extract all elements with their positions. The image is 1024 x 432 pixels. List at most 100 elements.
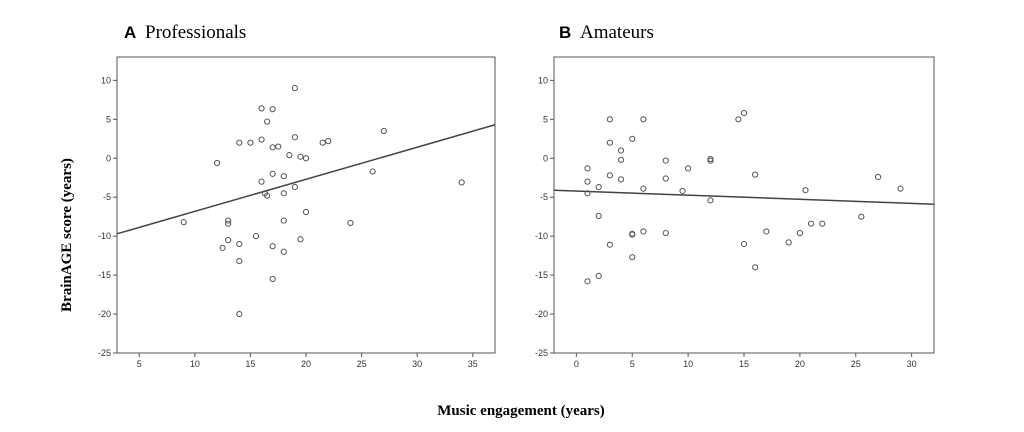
panel-b-point	[617, 176, 625, 183]
panel-a-x-tick-label: 5	[137, 359, 142, 369]
panel-a-point	[280, 190, 287, 197]
panel-b-point	[595, 272, 602, 279]
panel-b-point	[606, 241, 613, 248]
panel-a-point	[380, 127, 387, 135]
panel-a-point	[269, 144, 276, 151]
panel-a-x-tick-label: 30	[412, 359, 422, 369]
panel-a-y-tick-label: 10	[101, 75, 111, 85]
panel-a-y-tick-label: 5	[106, 114, 111, 124]
panels: A Professionals 10 5 0 -5 -10 -15 -20 -25 5 10 15 20 2…	[98, 22, 935, 369]
panel-b-point	[802, 187, 809, 194]
panel-b-fit-line	[553, 189, 935, 205]
panel-b-point	[662, 229, 669, 237]
panel-b-point	[763, 228, 770, 235]
panel-b-point	[617, 147, 625, 154]
panel-b-point	[640, 116, 647, 123]
panel-b-point	[595, 212, 602, 220]
panel-a-point	[219, 244, 226, 251]
panel-a-point	[291, 134, 298, 141]
panel-a-point	[252, 233, 260, 240]
panel-b-point	[752, 171, 759, 178]
panel-b-point	[785, 239, 792, 246]
panel-b-y-tick-label: -10	[535, 231, 548, 241]
panel-a-point	[280, 217, 287, 224]
panel-b-title: Amateurs	[580, 22, 654, 43]
panel-a-point	[180, 219, 187, 226]
panel-b-point	[679, 187, 686, 195]
panel-b-point	[735, 116, 742, 123]
panel-b-x-tick-label: 5	[630, 359, 635, 369]
panel-a-point	[302, 155, 310, 162]
panel-b-point	[807, 220, 815, 227]
panel-b-point	[796, 229, 803, 237]
panel-b: B Amateurs 10 5 0 -5 -10 -15 -20 -25 0 5 10 15 20 25 30	[535, 22, 935, 369]
panel-a-point	[236, 310, 243, 318]
panel-a-point	[269, 275, 276, 283]
panel-a-point	[291, 183, 298, 191]
panel-b-point	[685, 165, 692, 172]
panel-b-point	[629, 231, 636, 238]
panel-b-point	[629, 254, 636, 261]
panel-b-y-tick-label: 0	[543, 153, 548, 163]
panel-a-x-tick-label: 35	[468, 359, 478, 369]
panel-b-x-tick-label: 30	[907, 359, 917, 369]
panel-a-point	[325, 138, 332, 145]
panel-a-letter: A	[124, 23, 136, 42]
panel-b-point	[662, 175, 669, 182]
panel-a-point	[225, 236, 232, 244]
panel-a-plot-frame	[116, 56, 496, 354]
panel-a-point	[236, 257, 243, 265]
panel-b-point	[740, 240, 748, 248]
panel-a-point	[280, 248, 287, 255]
panel-a-point	[269, 170, 276, 177]
panel-b-point	[606, 172, 613, 179]
panel-b-y-tick-label: 5	[543, 114, 548, 124]
panel-a-point	[269, 243, 276, 250]
panel-a-point	[236, 240, 243, 248]
panel-b-point	[897, 185, 904, 192]
panel-a-y-tick-label: -10	[98, 231, 111, 241]
panel-b-point	[606, 139, 613, 146]
panel-a-point	[297, 236, 304, 243]
panel-b-point	[584, 165, 591, 172]
panel-a-point	[258, 136, 265, 143]
panel-a-point	[258, 178, 265, 185]
panel-a-point	[297, 153, 304, 160]
panel-b-x-tick-label: 0	[574, 359, 579, 369]
panel-b-y-tick-label: -25	[535, 348, 548, 358]
panel-a-x-tick-label: 25	[357, 359, 367, 369]
panel-a-point	[286, 152, 293, 159]
panel-a-point	[302, 208, 310, 216]
panel-a-point	[263, 118, 271, 125]
panel-b-point	[640, 185, 647, 192]
panel-a-title: Professionals	[145, 22, 246, 43]
panel-b-y-tick-label: -15	[535, 270, 548, 280]
panel-b-point	[606, 116, 613, 123]
panel-b-point	[752, 264, 759, 271]
panel-b-point	[875, 173, 882, 181]
panel-b-y-tick-label: -20	[535, 309, 548, 319]
panel-a-point	[213, 159, 221, 167]
panel-b-point	[707, 197, 714, 204]
panel-a-point	[275, 143, 282, 150]
panel-b-x-tick-label: 20	[795, 359, 805, 369]
panel-a-point	[225, 217, 232, 224]
x-axis-title: Music engagement (years)	[437, 403, 604, 419]
panel-b-point	[584, 278, 591, 285]
panel-b-plot-frame	[553, 56, 935, 354]
panel-b-y-tick-label: 10	[538, 75, 548, 85]
panel-a-y-tick-label: 0	[106, 153, 111, 163]
panel-a-x-tick-label: 10	[190, 359, 200, 369]
panel-b-point	[584, 190, 591, 197]
panel-a-point	[280, 173, 287, 180]
panel-a-point	[319, 139, 326, 146]
panel-b-point	[662, 157, 669, 164]
panel-b-point	[584, 178, 591, 185]
panel-b-point	[740, 109, 748, 117]
panel-a-point	[225, 220, 232, 227]
panel-a-point	[258, 105, 265, 112]
y-axis-title: BrainAGE score (years)	[59, 158, 75, 312]
panel-b-point	[617, 156, 625, 163]
panel-a-y-tick-label: -25	[98, 348, 111, 358]
